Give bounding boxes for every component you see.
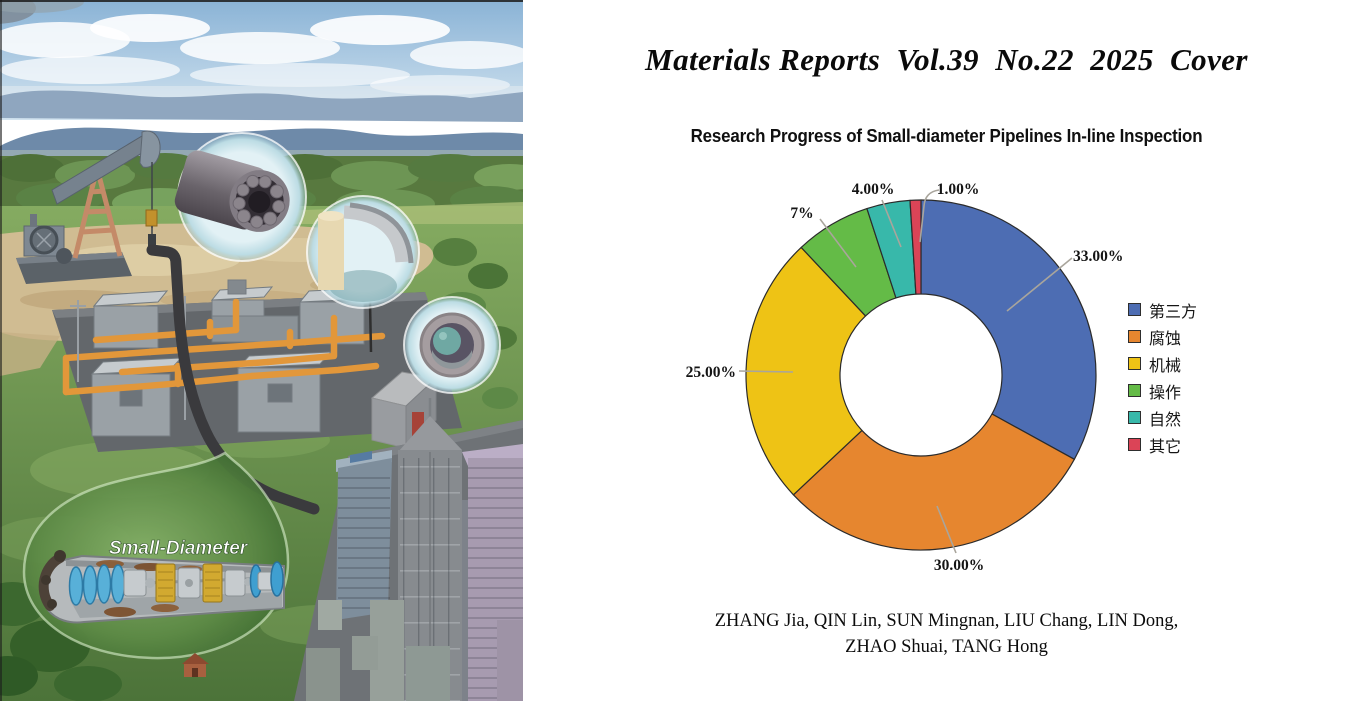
teardrop-callout: Small-Diameter <box>22 451 290 660</box>
legend-label: 机械 <box>1149 357 1182 375</box>
small-diameter-label: Small-Diameter <box>109 538 249 559</box>
legend-label: 第三方 <box>1149 303 1198 321</box>
percent-labels: 33.00% 30.00% 25.00% 7% 4.00% 1.00% <box>686 181 1124 574</box>
legend-item-third-party: 第三方 <box>1128 301 1197 321</box>
authors-line-2: ZHAO Shuai, TANG Hong <box>845 637 1048 657</box>
pct-label-1: 1.00% <box>937 181 980 198</box>
city-low-blocks <box>306 600 523 701</box>
city <box>294 398 523 701</box>
legend-swatch <box>1128 438 1141 451</box>
sky <box>0 0 523 120</box>
legend-swatch <box>1128 384 1141 397</box>
inset-pipe-ball <box>403 296 501 394</box>
donut-slice-2 <box>745 246 867 496</box>
legend-swatch <box>1128 411 1141 424</box>
pct-label-30: 30.00% <box>934 557 984 574</box>
hut <box>182 653 209 677</box>
donut-slices <box>745 199 1097 551</box>
donut-slice-5 <box>909 199 922 295</box>
pct-label-25: 25.00% <box>686 364 736 381</box>
inset-stem <box>368 301 373 353</box>
pipeline-facility <box>52 279 462 452</box>
donut-slice-1 <box>792 413 1075 551</box>
legend-item-operation: 操作 <box>1128 382 1197 402</box>
buried-pipeline <box>146 244 320 515</box>
legend-item-natural: 自然 <box>1128 409 1197 429</box>
chart-legend: 第三方 腐蚀 机械 操作 自然 其它 <box>1128 301 1197 463</box>
article-title: Research Progress of Small-diameter Pipe… <box>690 126 1203 146</box>
legend-item-corrosion: 腐蚀 <box>1128 328 1197 348</box>
orange-pipes <box>62 298 386 396</box>
authors-block: ZHANG Jia, QIN Lin, SUN Mingnan, LIU Cha… <box>523 608 1370 660</box>
pct-label-7: 7% <box>790 205 813 222</box>
pumpjack <box>16 130 161 284</box>
legend-swatch <box>1128 330 1141 343</box>
authors-line-1: ZHANG Jia, QIN Lin, SUN Mingnan, LIU Cha… <box>714 611 1179 631</box>
legend-label: 腐蚀 <box>1149 330 1182 348</box>
journal-title: Materials Reports Vol.39 No.22 2025 Cove… <box>645 42 1248 77</box>
cover-illustration: Small-Diameter <box>0 0 523 701</box>
pct-label-4: 4.00% <box>852 181 895 198</box>
inspection-robot <box>68 561 284 606</box>
pct-label-33: 33.00% <box>1073 248 1123 265</box>
legend-label: 自然 <box>1149 411 1182 429</box>
legend-item-mechanical: 机械 <box>1128 355 1197 375</box>
donut-slice-0 <box>920 199 1097 460</box>
legend-swatch <box>1128 357 1141 370</box>
inset-pipe-cutaway <box>306 195 420 309</box>
tower-left <box>336 450 392 620</box>
photo-edge <box>0 0 523 701</box>
legend-item-other: 其它 <box>1128 436 1197 456</box>
legend-label: 操作 <box>1149 384 1182 402</box>
leader-lines <box>738 189 1073 554</box>
donut-chart: 33.00% 30.00% 25.00% 7% 4.00% 1.00% <box>686 181 1124 574</box>
legend-label: 其它 <box>1149 438 1182 456</box>
inset-pipe-deposits <box>174 132 307 262</box>
legend-swatch <box>1128 303 1141 316</box>
